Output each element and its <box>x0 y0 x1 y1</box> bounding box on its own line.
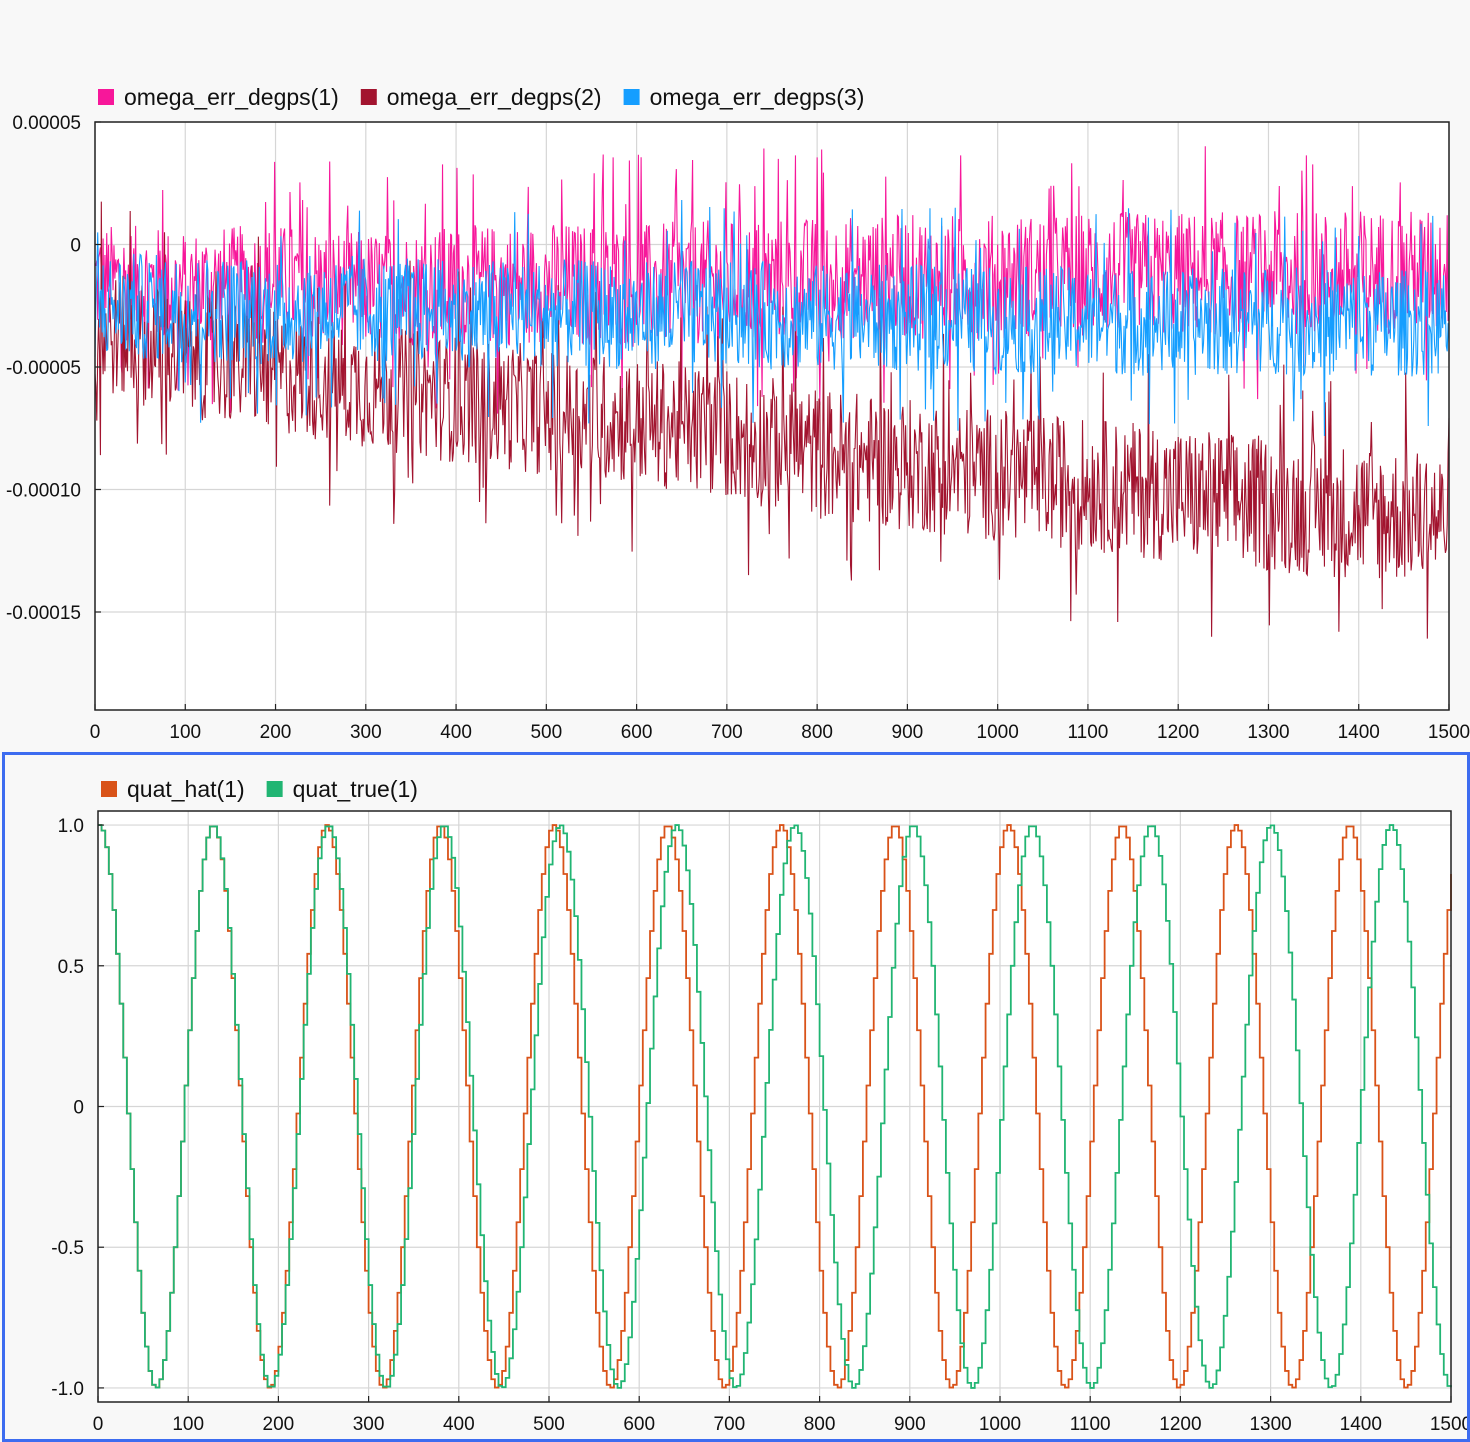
plot-frame-top <box>94 121 1450 711</box>
legend-label: quat_hat(1) <box>127 776 245 802</box>
x-tick-label: 800 <box>801 722 833 743</box>
x-tick-label: 0 <box>93 1414 104 1435</box>
x-tick-label: 500 <box>533 1414 565 1435</box>
x-tick-label: 100 <box>169 722 201 743</box>
legend-bottom: quat_hat(1) quat_true(1) <box>101 776 418 802</box>
legend-item-omega-err-degps-1[interactable]: omega_err_degps(1) <box>98 84 339 110</box>
x-tick-label: 200 <box>263 1414 295 1435</box>
legend-swatch <box>266 781 283 797</box>
y-tick-label: 1.0 <box>58 816 84 837</box>
legend-swatch <box>623 89 640 105</box>
legend-item-quat-true-1[interactable]: quat_true(1) <box>266 776 418 802</box>
x-tick-label: 500 <box>530 722 562 743</box>
legend-label: quat_true(1) <box>293 776 418 802</box>
series-line-omega-err-degps-2 <box>94 201 1450 639</box>
y-tick-label: 0.5 <box>58 957 84 978</box>
legend-swatch <box>360 89 377 105</box>
x-tick-label: 1100 <box>1070 1414 1111 1435</box>
omega-error-chart-panel: 0 100 200 300 400 500 600 700 800 900 1000 1100 1200… <box>6 84 1470 743</box>
y-tick-label: -0.00010 <box>6 481 81 502</box>
x-tick-label: 600 <box>621 722 653 743</box>
legend-label: omega_err_degps(1) <box>124 84 339 110</box>
x-tick-label: 1200 <box>1157 722 1199 743</box>
series-line-omega-err-degps-1 <box>94 146 1450 414</box>
series-line-quat-true-1 <box>98 824 1452 1389</box>
x-tick-label: 300 <box>353 1414 385 1435</box>
x-tick-label: 900 <box>892 722 924 743</box>
y-tick-label: -0.00005 <box>6 358 81 379</box>
x-tick-label: 1400 <box>1340 1414 1382 1435</box>
x-tick-label: 200 <box>260 722 292 743</box>
y-tick-label: 0 <box>70 236 81 257</box>
x-tick-label: 1200 <box>1159 1414 1201 1435</box>
x-tick-label: 700 <box>714 1414 746 1435</box>
legend-label: omega_err_degps(3) <box>650 84 865 110</box>
x-tick-label: 0 <box>90 722 101 743</box>
quaternion-chart: 0 100 200 300 400 500 600 700 800 900 1000 1100 1200… <box>51 776 1467 1435</box>
x-tick-label: 800 <box>804 1414 836 1435</box>
omega-error-chart: 0 100 200 300 400 500 600 700 800 900 1000 1100 1200… <box>6 84 1470 743</box>
legend-item-quat-hat-1[interactable]: quat_hat(1) <box>101 776 245 802</box>
legend-item-omega-err-degps-2[interactable]: omega_err_degps(2) <box>360 84 602 110</box>
x-tick-label: 700 <box>711 722 743 743</box>
legend-label: omega_err_degps(2) <box>387 84 602 110</box>
x-tick-label: 1300 <box>1249 1414 1291 1435</box>
legend-swatch <box>98 89 114 105</box>
x-tick-label: 300 <box>350 722 382 743</box>
legend-item-omega-err-degps-3[interactable]: omega_err_degps(3) <box>623 84 865 110</box>
y-tick-label: 0 <box>73 1098 84 1119</box>
y-tick-label: -0.5 <box>51 1238 84 1259</box>
x-tick-label: 400 <box>440 722 472 743</box>
series-line-omega-err-degps-3 <box>94 199 1450 436</box>
x-tick-label: 1000 <box>979 1414 1021 1435</box>
x-tick-label: 600 <box>623 1414 655 1435</box>
x-tick-label: 400 <box>443 1414 475 1435</box>
y-tick-label: 0.00005 <box>12 113 81 134</box>
x-tick-label: 1100 <box>1068 722 1109 743</box>
y-tick-label: -0.00015 <box>6 603 81 624</box>
quaternion-chart-panel[interactable]: 0 100 200 300 400 500 600 700 800 900 1000 1100 1200… <box>2 752 1470 1442</box>
x-tick-label: 1000 <box>977 722 1019 743</box>
x-tick-label: 100 <box>172 1414 204 1435</box>
x-tick-label: 1500 <box>1428 722 1470 743</box>
x-tick-label: 1500 <box>1430 1414 1467 1435</box>
legend-swatch <box>101 781 117 797</box>
x-tick-label: 1300 <box>1247 722 1289 743</box>
x-tick-label: 900 <box>894 1414 926 1435</box>
y-tick-label: -1.0 <box>51 1379 84 1400</box>
legend-top: omega_err_degps(1) omega_err_degps(2) omeg… <box>98 84 864 110</box>
x-tick-label: 1400 <box>1338 722 1380 743</box>
